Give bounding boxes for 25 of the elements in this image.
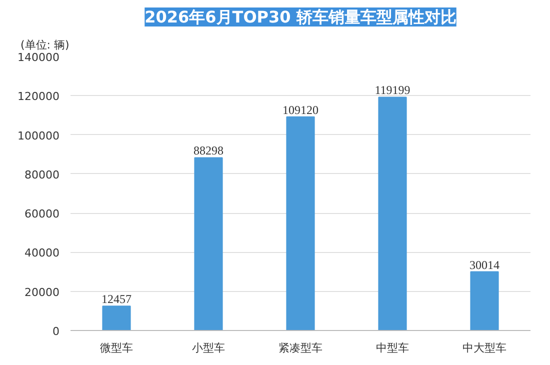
x-tick-label: 小型车 (192, 342, 225, 354)
data-label: 109120 (282, 102, 318, 117)
y-axis-title: (单位: 辆) (20, 38, 70, 52)
x-tick-label: 紧凑型车 (278, 342, 322, 354)
y-tick-label: 20000 (24, 286, 60, 299)
data-label: 30014 (470, 258, 500, 272)
y-tick-label: 100000 (18, 129, 60, 142)
y-tick-label: 120000 (18, 90, 60, 104)
bar (378, 96, 407, 330)
x-tick-label: 中大型车 (462, 342, 506, 354)
bar (470, 271, 499, 330)
y-tick-label: 60000 (24, 208, 60, 221)
bar (102, 306, 131, 330)
y-tick-label: 140000 (18, 51, 60, 64)
chart-title: 2026年6月TOP30 轿车销量车型属性对比 (144, 8, 456, 26)
bar (286, 116, 315, 330)
bar (194, 157, 223, 330)
data-label: 12457 (102, 292, 132, 306)
x-tick-label: 中型车 (376, 342, 409, 354)
data-label: 88298 (194, 144, 224, 158)
x-tick-label: 微型车 (100, 342, 133, 354)
data-label: 119199 (374, 83, 410, 98)
y-tick-label: 40000 (24, 246, 60, 260)
y-tick-label: 0 (52, 325, 60, 338)
y-tick-label: 80000 (24, 168, 60, 182)
